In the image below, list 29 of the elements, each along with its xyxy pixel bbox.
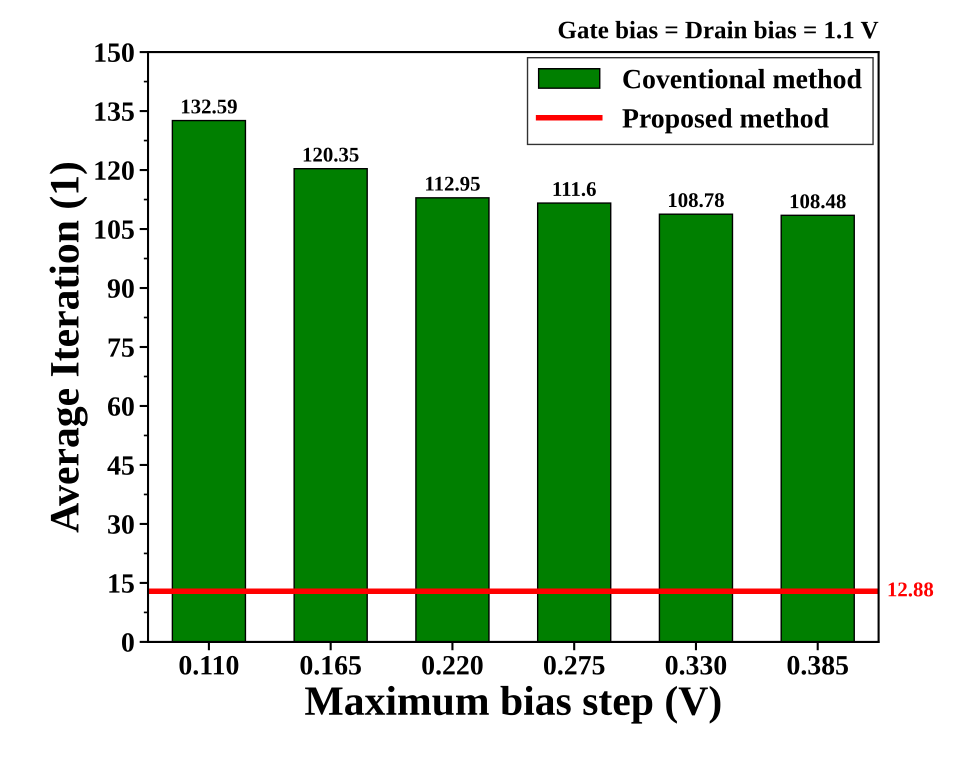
- chart-title: Gate bias = Drain bias = 1.1 V: [558, 20, 878, 39]
- x-axis-title: Maximum bias step (V): [305, 686, 720, 724]
- data-label: 111.6: [554, 182, 596, 196]
- data-label: 108.48: [790, 194, 846, 208]
- x-tick-label: 0.220: [422, 656, 483, 675]
- x-tick-label: 0.165: [300, 656, 361, 675]
- y-tick-label: 90: [108, 279, 134, 298]
- x-tick-label: 0.385: [788, 656, 848, 675]
- y-tick-label: 0: [122, 633, 134, 652]
- data-label: 112.95: [426, 176, 480, 191]
- y-tick-label: 45: [107, 456, 134, 475]
- data-label: 132.59: [182, 100, 237, 114]
- y-tick-label: 75: [108, 338, 134, 357]
- y-tick-label: 135: [95, 102, 134, 121]
- y-tick-label: 150: [95, 43, 134, 62]
- y-axis-title: Average Iteration (1): [49, 162, 88, 532]
- data-label: 108.78: [668, 193, 724, 208]
- y-tick-label: 30: [108, 515, 134, 534]
- y-tick-label: 60: [108, 397, 134, 416]
- x-tick-label: 0.330: [666, 656, 726, 675]
- x-tick-label: 0.275: [544, 656, 604, 675]
- x-tick-label: 0.110: [179, 656, 238, 675]
- legend-label: Proposed method: [622, 108, 829, 134]
- y-tick-label: 15: [109, 574, 134, 593]
- legend-label: Coventional method: [623, 68, 862, 88]
- data-label: 120.35: [304, 148, 359, 162]
- text: 12.88: [888, 582, 934, 597]
- y-tick-label: 120: [95, 161, 134, 180]
- y-tick-label: 105: [95, 220, 134, 239]
